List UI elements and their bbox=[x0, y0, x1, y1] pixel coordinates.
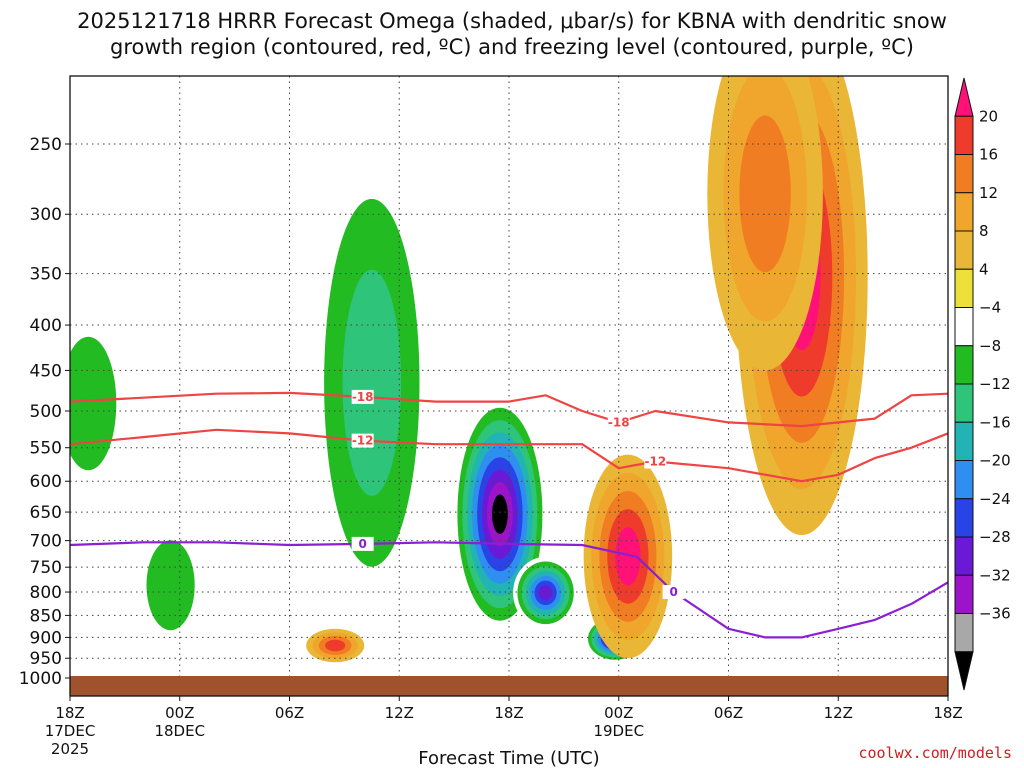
colorbar-segment-2 bbox=[954, 154, 974, 194]
colorbar-label-7: −12 bbox=[979, 375, 1011, 393]
x-tick-date-0: 17DEC bbox=[45, 722, 96, 740]
x-tick-label-0: 18Z bbox=[55, 704, 84, 722]
chart-title-line1: 2025121718 HRRR Forecast Omega (shaded, … bbox=[77, 9, 947, 33]
contour-label-bg-0-1 bbox=[607, 415, 630, 430]
colorbar-segment-9 bbox=[954, 421, 974, 461]
colorbar-label-12: −32 bbox=[979, 566, 1011, 584]
contour-label-1-0: -12 bbox=[352, 434, 374, 448]
y-tick-label-650: 650 bbox=[30, 503, 62, 523]
colorbar-segment-11 bbox=[954, 498, 974, 538]
omega-cell-3-level-8 bbox=[492, 494, 508, 534]
colorbar: 20 16 12 8 4 −4 −8 −12 −16 −20 −24 −28 −32 −36 bbox=[954, 77, 1011, 691]
y-tick-label-600: 600 bbox=[30, 472, 62, 492]
colorbar-segment-6 bbox=[954, 307, 974, 347]
colorbar-label-9: −20 bbox=[979, 452, 1011, 470]
colorbar-label-0: 20 bbox=[979, 107, 998, 125]
x-tick-label-18: 12Z bbox=[385, 704, 414, 722]
chart-title-line2: growth region (contoured, red, ºC) and f… bbox=[110, 35, 914, 59]
colorbar-label-5: −4 bbox=[979, 299, 1001, 317]
y-tick-label-900: 900 bbox=[30, 628, 62, 648]
y-tick-label-800: 800 bbox=[30, 583, 62, 603]
y-axis-ticks: 2503003504004505005506006507007508008509… bbox=[19, 135, 70, 689]
contour-label-bg-2-0 bbox=[351, 536, 374, 551]
contour-2 bbox=[70, 541, 948, 639]
y-tick-label-500: 500 bbox=[30, 402, 62, 422]
colorbar-segment-10 bbox=[954, 460, 974, 500]
colorbar-segment-5 bbox=[954, 268, 974, 308]
x-tick-label-42: 12Z bbox=[824, 704, 853, 722]
contour-label-2-0: 0 bbox=[358, 537, 366, 551]
y-tick-label-700: 700 bbox=[30, 532, 62, 552]
contour-label-1-1: -12 bbox=[644, 454, 666, 468]
colorbar-segment-13 bbox=[954, 574, 974, 614]
omega-cell-9-level-3 bbox=[325, 639, 346, 652]
y-tick-label-300: 300 bbox=[30, 205, 62, 225]
colorbar-segment-8 bbox=[954, 383, 974, 423]
y-tick-label-250: 250 bbox=[30, 135, 62, 155]
contour-label-bg-2-1 bbox=[662, 585, 685, 600]
colorbar-segment-1 bbox=[954, 115, 974, 155]
x-tick-label-30: 00Z bbox=[604, 704, 633, 722]
contour-label-bg-1-0 bbox=[351, 433, 374, 448]
colorbar-label-3: 8 bbox=[979, 222, 989, 240]
y-tick-label-850: 850 bbox=[30, 606, 62, 626]
x-tick-label-36: 06Z bbox=[714, 704, 743, 722]
contour-label-2-1: 0 bbox=[669, 585, 677, 599]
terrain-ground bbox=[70, 676, 948, 696]
colorbar-label-13: −36 bbox=[979, 605, 1011, 623]
contours: -18 -18 -12 -12 0 0 bbox=[70, 389, 948, 639]
colorbar-label-10: −24 bbox=[979, 490, 1011, 508]
colorbar-segment-12 bbox=[954, 536, 974, 576]
omega-cell-2-level-2 bbox=[342, 269, 402, 496]
x-tick-label-12: 06Z bbox=[275, 704, 304, 722]
contour-label-bg-1-1 bbox=[644, 454, 667, 469]
x-tick-date-6: 18DEC bbox=[154, 722, 205, 740]
x-tick-date-30: 19DEC bbox=[593, 722, 644, 740]
contour-label-0-1: -18 bbox=[608, 415, 630, 429]
x-tick-label-6: 00Z bbox=[165, 704, 194, 722]
colorbar-segment-3 bbox=[954, 192, 974, 232]
omega-shading bbox=[70, 76, 868, 663]
y-tick-label-750: 750 bbox=[30, 558, 62, 578]
colorbar-top-arrow bbox=[954, 77, 974, 117]
colorbar-label-4: 4 bbox=[979, 260, 989, 278]
x-tick-label-24: 18Z bbox=[494, 704, 523, 722]
y-tick-label-450: 450 bbox=[30, 361, 62, 381]
omega-cell-1-level-1 bbox=[146, 540, 195, 631]
omega-cell-8-level-2 bbox=[739, 115, 791, 273]
x-axis-label: Forecast Time (UTC) bbox=[418, 748, 599, 768]
omega-cell-6-level-4 bbox=[615, 527, 641, 586]
colorbar-label-6: −8 bbox=[979, 337, 1001, 355]
y-tick-label-1000: 1000 bbox=[19, 669, 62, 689]
y-tick-label-400: 400 bbox=[30, 316, 62, 336]
colorbar-label-2: 12 bbox=[979, 184, 998, 202]
y-tick-label-550: 550 bbox=[30, 439, 62, 459]
colorbar-segment-4 bbox=[954, 230, 974, 270]
x-tick-label-48: 18Z bbox=[933, 704, 962, 722]
contour-label-0-0: -18 bbox=[352, 390, 374, 404]
contour-1 bbox=[70, 428, 948, 483]
x-tick-year-0: 2025 bbox=[51, 740, 89, 758]
y-tick-label-350: 350 bbox=[30, 265, 62, 285]
credit-link[interactable]: coolwx.com/models bbox=[858, 744, 1012, 762]
y-tick-label-950: 950 bbox=[30, 649, 62, 669]
omega-cell-0-level-1 bbox=[70, 336, 117, 471]
colorbar-segment-7 bbox=[954, 345, 974, 385]
contour-label-bg-0-0 bbox=[351, 389, 374, 404]
colorbar-bottom-arrow bbox=[954, 651, 974, 691]
omega-cell-5-level-6 bbox=[538, 585, 553, 601]
contour-0 bbox=[70, 391, 948, 428]
colorbar-label-1: 16 bbox=[979, 146, 998, 164]
colorbar-label-11: −28 bbox=[979, 528, 1011, 546]
colorbar-label-8: −16 bbox=[979, 413, 1011, 431]
colorbar-segment-14 bbox=[954, 613, 974, 653]
